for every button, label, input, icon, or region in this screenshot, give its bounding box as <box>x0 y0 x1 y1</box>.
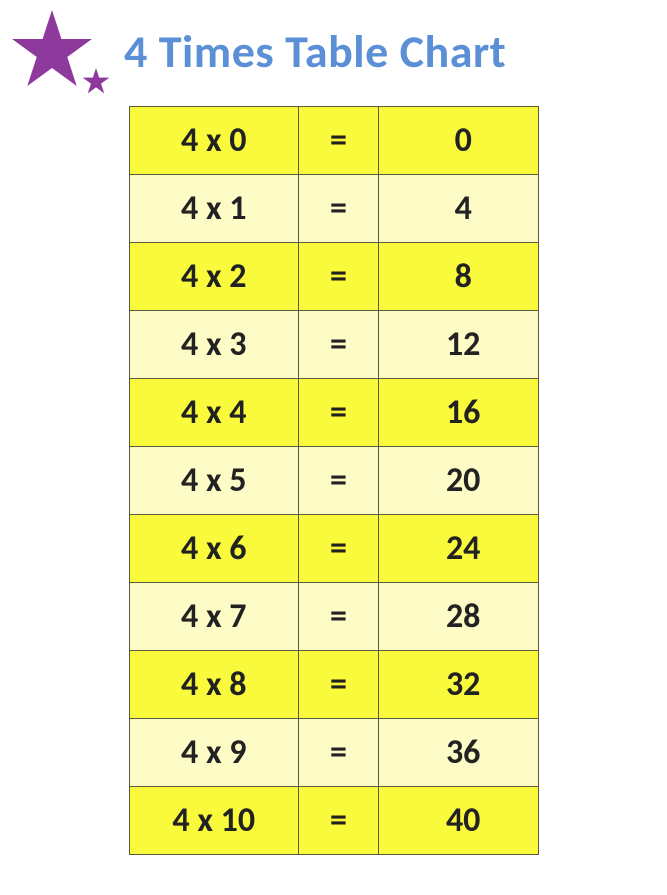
cell-res: 24 <box>378 515 538 583</box>
cell-expr: 4 x 10 <box>129 787 299 855</box>
cell-res: 36 <box>378 719 538 787</box>
cell-res: 0 <box>378 107 538 175</box>
table-row: 4 x 0=0 <box>129 107 538 175</box>
cell-expr: 4 x 8 <box>129 651 299 719</box>
table-row: 4 x 6=24 <box>129 515 538 583</box>
table-row: 4 x 4=16 <box>129 379 538 447</box>
cell-res: 12 <box>378 311 538 379</box>
table-row: 4 x 9=36 <box>129 719 538 787</box>
cell-eq: = <box>299 583 379 651</box>
cell-res: 16 <box>378 379 538 447</box>
header: 4 Times Table Chart <box>0 0 667 100</box>
cell-res: 8 <box>378 243 538 311</box>
cell-expr: 4 x 9 <box>129 719 299 787</box>
cell-eq: = <box>299 311 379 379</box>
cell-expr: 4 x 6 <box>129 515 299 583</box>
star-icon <box>8 10 118 100</box>
table-row: 4 x 5=20 <box>129 447 538 515</box>
table-row: 4 x 2=8 <box>129 243 538 311</box>
cell-eq: = <box>299 719 379 787</box>
times-table: 4 x 0=04 x 1=44 x 2=84 x 3=124 x 4=164 x… <box>129 106 539 855</box>
cell-res: 4 <box>378 175 538 243</box>
cell-eq: = <box>299 447 379 515</box>
cell-res: 32 <box>378 651 538 719</box>
cell-expr: 4 x 3 <box>129 311 299 379</box>
table-row: 4 x 10=40 <box>129 787 538 855</box>
cell-expr: 4 x 4 <box>129 379 299 447</box>
cell-eq: = <box>299 243 379 311</box>
cell-eq: = <box>299 379 379 447</box>
cell-eq: = <box>299 107 379 175</box>
cell-expr: 4 x 2 <box>129 243 299 311</box>
cell-expr: 4 x 1 <box>129 175 299 243</box>
cell-eq: = <box>299 515 379 583</box>
cell-expr: 4 x 7 <box>129 583 299 651</box>
cell-res: 20 <box>378 447 538 515</box>
page-title: 4 Times Table Chart <box>124 24 506 80</box>
cell-expr: 4 x 0 <box>129 107 299 175</box>
cell-res: 40 <box>378 787 538 855</box>
table-row: 4 x 1=4 <box>129 175 538 243</box>
table-row: 4 x 7=28 <box>129 583 538 651</box>
cell-expr: 4 x 5 <box>129 447 299 515</box>
cell-eq: = <box>299 651 379 719</box>
cell-res: 28 <box>378 583 538 651</box>
table-row: 4 x 8=32 <box>129 651 538 719</box>
cell-eq: = <box>299 787 379 855</box>
table-row: 4 x 3=12 <box>129 311 538 379</box>
cell-eq: = <box>299 175 379 243</box>
